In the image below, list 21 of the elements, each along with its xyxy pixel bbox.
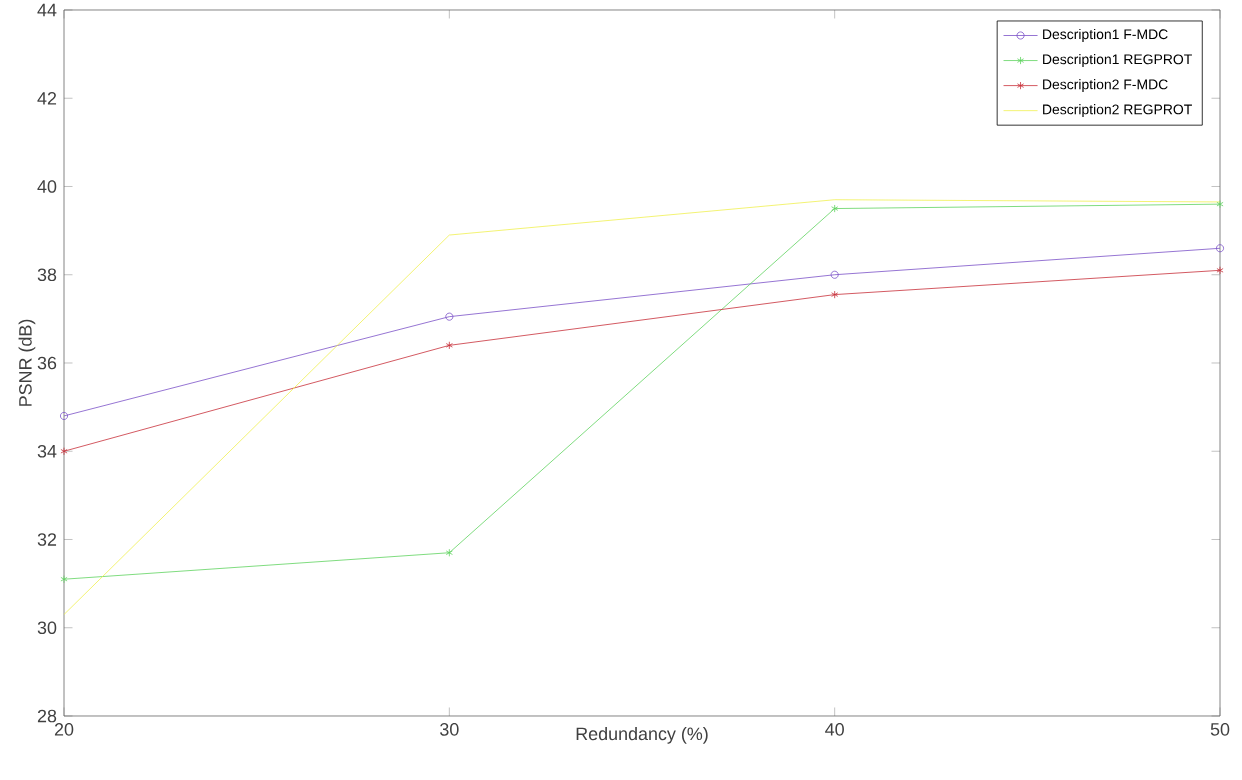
y-tick-label: 34 bbox=[37, 444, 57, 458]
point bbox=[445, 312, 454, 321]
x-tick-label: 30 bbox=[440, 723, 459, 736]
y-tick-label: 28 bbox=[37, 709, 57, 723]
point bbox=[831, 204, 839, 213]
point bbox=[445, 548, 453, 557]
y-tick-label: 32 bbox=[37, 533, 57, 546]
y-tick-label: 40 bbox=[37, 180, 57, 193]
x-axis-title: Redundancy (%) bbox=[576, 727, 708, 744]
y-tick-label: 30 bbox=[37, 621, 57, 635]
y-axis-title: PSNR (dB) bbox=[18, 319, 36, 406]
y-tick-label: 38 bbox=[37, 268, 57, 282]
x-tick-label: 40 bbox=[825, 723, 844, 736]
y-tick-label: 42 bbox=[37, 91, 57, 105]
point bbox=[831, 290, 839, 299]
y-tick-label: 44 bbox=[37, 3, 57, 17]
point bbox=[830, 270, 839, 279]
y-tick-label: 36 bbox=[37, 356, 57, 370]
x-tick-label: 20 bbox=[54, 723, 74, 736]
point bbox=[445, 341, 453, 350]
x-tick-label: 50 bbox=[1210, 723, 1230, 736]
